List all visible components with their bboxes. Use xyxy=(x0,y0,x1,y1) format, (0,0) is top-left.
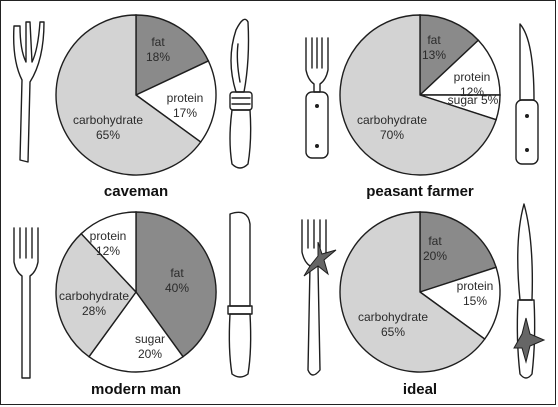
steel-knife-icon xyxy=(227,211,253,378)
label-carbohydrate: carbohydrate 28% xyxy=(59,289,129,318)
slice-protein xyxy=(134,60,217,144)
label-fat: fat 13% xyxy=(422,33,446,62)
label-fat: fat 20% xyxy=(423,234,447,263)
label-sugar: sugar 5% xyxy=(448,93,499,107)
slice-fat xyxy=(419,14,480,97)
label-fat: fat 40% xyxy=(165,266,189,295)
title-peasant-farmer: peasant farmer xyxy=(366,183,474,200)
label-carbohydrate: carbohydrate 65% xyxy=(73,113,143,142)
wooden-fork-icon xyxy=(305,37,329,159)
steel-fork-icon xyxy=(13,227,39,379)
label-carbohydrate: carbohydrate 70% xyxy=(357,113,427,142)
slice-carbohydrate xyxy=(339,14,497,176)
split-stick-fork-icon xyxy=(12,21,45,163)
slice-protein xyxy=(80,211,137,294)
label-protein: protein 15% xyxy=(457,279,494,308)
wooden-knife-icon xyxy=(515,23,539,165)
pie-chart-ideal: fat 20% protein 15% carbohydrate 65% xyxy=(339,211,501,373)
pie-chart-peasant-farmer: fat 13% protein 12%sugar 5% carbohydrate 70% xyxy=(339,14,501,176)
starred-knife-icon xyxy=(513,203,546,379)
label-fat: fat 18% xyxy=(146,35,170,64)
label-protein: protein 17% xyxy=(167,91,204,120)
slice-sugar xyxy=(87,290,185,373)
label-protein: protein 12% xyxy=(90,229,127,258)
starred-fork-icon xyxy=(301,219,337,376)
slice-carbohydrate xyxy=(55,232,137,358)
slice-fat xyxy=(135,211,217,358)
label-sugar: sugar 20% xyxy=(135,332,165,361)
label-protein: protein 12% xyxy=(454,70,491,99)
title-ideal: ideal xyxy=(403,381,437,398)
slice-protein xyxy=(418,39,501,96)
slice-protein xyxy=(418,266,501,341)
title-caveman: caveman xyxy=(104,183,168,200)
pie-chart-modern-man: fat 40% sugar 20%carbohydrate 28% protein 12% xyxy=(55,211,217,373)
slice-carbohydrate xyxy=(339,211,486,373)
label-carbohydrate: carbohydrate 65% xyxy=(358,310,428,339)
slice-carbohydrate xyxy=(55,14,202,176)
slice-fat xyxy=(135,14,210,97)
pie-chart-caveman: fat 18% protein 17% carbohydrate 65% xyxy=(55,14,217,176)
slice-fat xyxy=(419,211,497,293)
title-modern-man: modern man xyxy=(91,381,181,398)
bone-handle-knife-icon xyxy=(229,18,253,169)
